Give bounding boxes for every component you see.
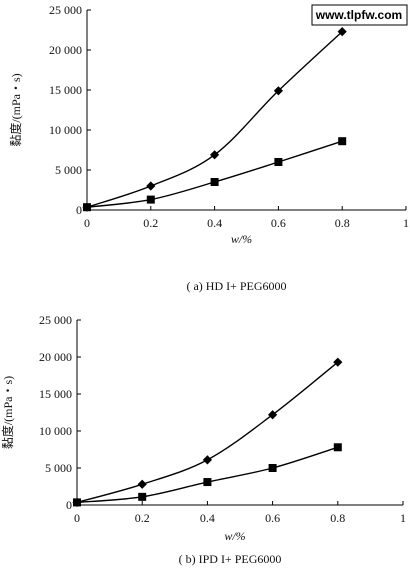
chart1-diamond-marker [268,410,278,420]
chart1-y-axis-label: 黏度/(mPa・s) [0,376,15,449]
chart1-x-tick-label: 0.8 [330,511,345,525]
chart0-diamond-marker [210,150,220,160]
chart0-square-marker [83,203,91,212]
chart0-x-tick-label: 0.8 [335,216,350,230]
chart0-x-tick-label: 0.2 [143,216,158,230]
chart0-x-axis-label: w/% [231,232,252,246]
chart1-y-tick-label: 10 000 [39,424,72,438]
chart0-square-marker [146,195,155,204]
chart0-square-marker [274,158,283,166]
chart0-y-tick-label: 20 000 [49,43,82,57]
chart0-caption: ( a) HD I+ PEG6000 [186,279,286,293]
chart0-diamond-marker [146,181,156,191]
chart0-square-marker [210,178,219,186]
chart1-y-tick-label: 20 000 [39,350,72,364]
chart0-y-tick-label: 25 000 [49,3,82,17]
chart1-x-tick-label: 0.6 [265,511,280,525]
chart1-x-tick-label: 0.4 [200,511,215,525]
chart0-x-tick-label: 1 [403,216,409,230]
chart1-y-tick-label: 15 000 [39,387,72,401]
chart0-x-tick-label: 0.4 [207,216,222,230]
chart1-x-axis-label: w/% [224,529,245,543]
chart1-square-marker [73,498,81,507]
chart0-y-tick-label: 5 000 [55,163,82,177]
chart1-x-tick-label: 1 [400,511,406,525]
chart0-y-tick-label: 10 000 [49,123,82,137]
chart0-y-axis-label: 黏度/(mPa・s) [8,73,23,146]
chart1-x-tick-label: 0 [74,511,80,525]
chart1-diamond-marker [333,357,343,367]
chart1-diamond-marker [137,479,147,489]
chart1-y-tick-label: 0 [66,498,72,512]
chart1-caption: ( b) IPD I+ PEG6000 [179,552,282,566]
chart0-y-tick-label: 15 000 [49,83,82,97]
chart1-diamond-marker [202,455,212,465]
chart1-y-tick-label: 5 000 [45,461,72,475]
chart1-square-marker [333,443,342,452]
chart1-square-marker [203,478,212,487]
chart0-diamond-marker [337,27,347,37]
chart1-square-marker [268,464,277,472]
watermark: www.tlpfw.com [315,8,402,22]
chart0-diamond-marker [273,86,283,96]
chart0-square-marker [338,137,347,146]
chart1-square-marker [138,492,147,501]
chart1-y-tick-label: 25 000 [39,313,72,327]
chart0-x-tick-label: 0 [84,216,90,230]
chart0-x-tick-label: 0.6 [271,216,286,230]
chart0-y-tick-label: 0 [76,203,82,217]
watermark-box [311,4,408,26]
chart1-x-tick-label: 0.2 [135,511,150,525]
